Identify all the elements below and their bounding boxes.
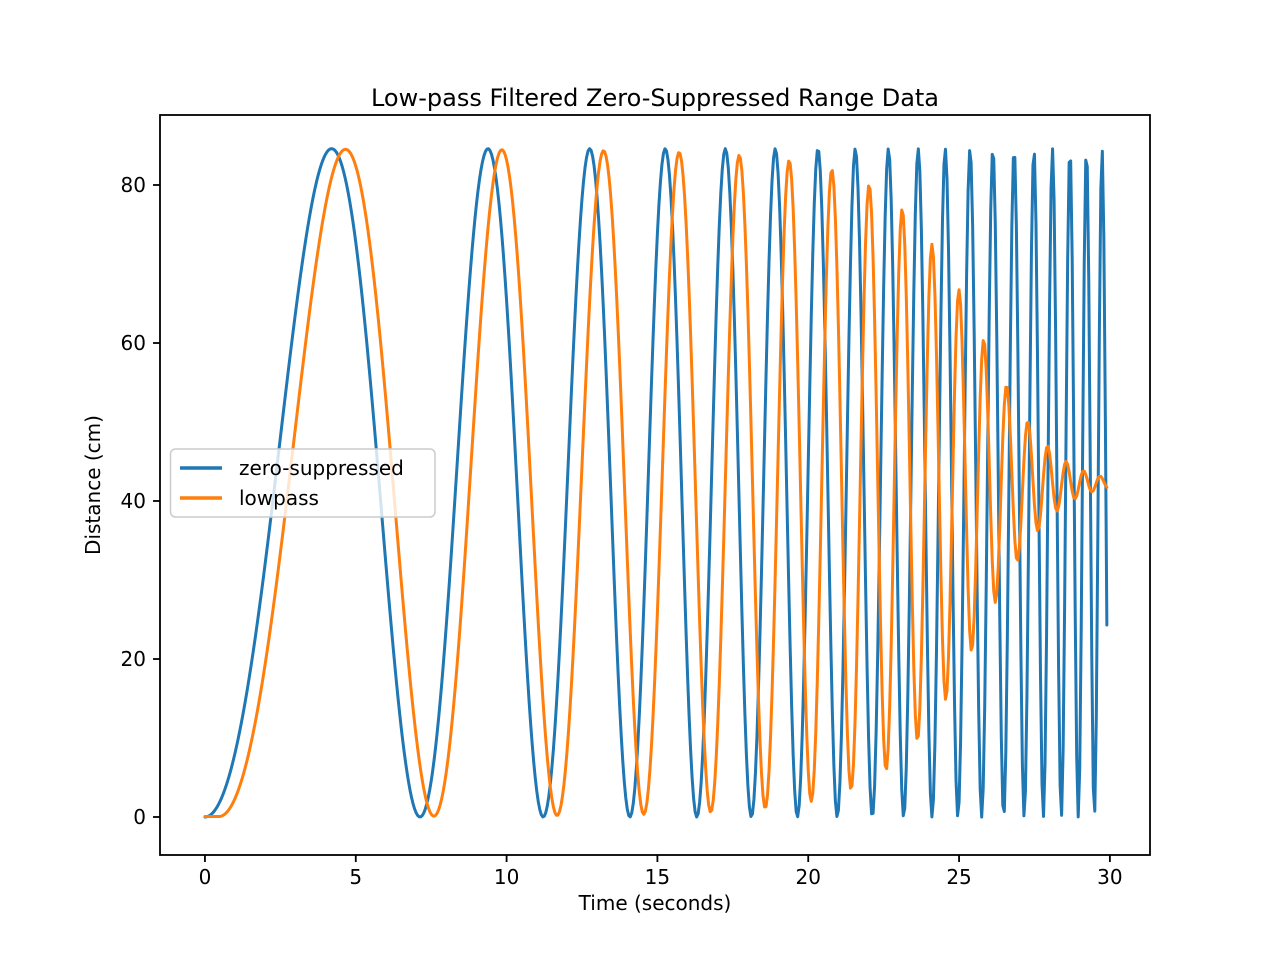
x-tick-label: 15 [645, 865, 670, 889]
legend-label-lowpass: lowpass [239, 486, 319, 510]
y-tick-label: 60 [121, 331, 146, 355]
x-tick-label: 20 [796, 865, 821, 889]
y-axis-label: Distance (cm) [81, 415, 105, 555]
legend-label-zero-suppressed: zero-suppressed [239, 456, 404, 480]
legend: zero-suppressed lowpass [169, 448, 436, 518]
lowpass-line [203, 147, 1109, 819]
legend-frame [169, 448, 436, 518]
x-tick-label: 30 [1097, 865, 1122, 889]
y-tick-label: 80 [121, 173, 146, 197]
chart-title: Low-pass Filtered Zero-Suppressed Range … [371, 84, 939, 112]
zero-suppressed-line [203, 147, 1109, 819]
x-tick-label: 5 [349, 865, 362, 889]
y-tick-label: 20 [121, 647, 146, 671]
x-tick-label: 0 [199, 865, 212, 889]
y-tick-label: 0 [133, 805, 146, 829]
axis-ticks: 0 5 10 15 20 25 30 0 20 40 60 80 [121, 173, 1123, 889]
x-tick-label: 10 [494, 865, 519, 889]
x-tick-label: 25 [946, 865, 971, 889]
x-axis-label: Time (seconds) [578, 891, 732, 915]
y-tick-label: 40 [121, 489, 146, 513]
